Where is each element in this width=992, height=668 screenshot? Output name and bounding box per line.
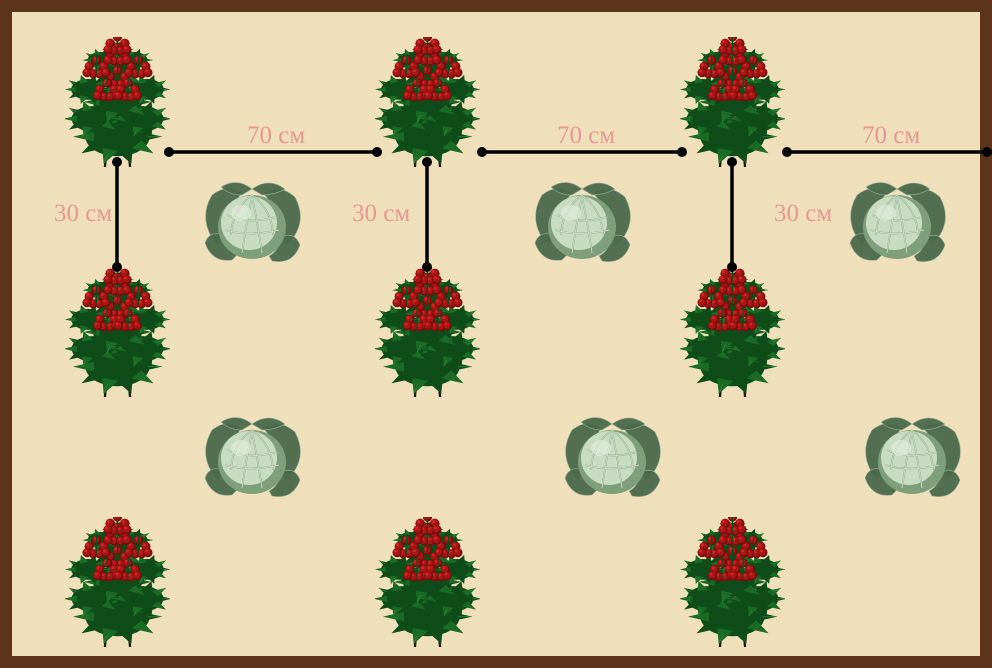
tomato-plant-icon xyxy=(375,517,480,652)
vertical-spacing-label: 30 см xyxy=(54,200,112,228)
tomato-plant-icon xyxy=(680,517,785,652)
horizontal-spacing-label: 70 см xyxy=(862,122,920,150)
horizontal-spacing-label: 70 см xyxy=(557,122,615,150)
cabbage-icon xyxy=(557,410,667,510)
garden-planting-diagram: 70 см 70 см 70 см 30 см 30 см 30 см xyxy=(0,0,992,668)
tomato-plant-icon xyxy=(680,37,785,172)
cabbage-icon xyxy=(842,175,952,275)
dimension-line xyxy=(724,154,740,275)
vertical-spacing-label: 30 см xyxy=(352,200,410,228)
cabbage-icon xyxy=(527,175,637,275)
cabbage-icon xyxy=(857,410,967,510)
cabbage-icon xyxy=(197,175,307,275)
tomato-plant-icon xyxy=(680,267,785,402)
tomato-plant-icon xyxy=(65,517,170,652)
tomato-plant-icon xyxy=(65,37,170,172)
tomato-plant-icon xyxy=(375,267,480,402)
horizontal-spacing-label: 70 см xyxy=(247,122,305,150)
cabbage-icon xyxy=(197,410,307,510)
tomato-plant-icon xyxy=(65,267,170,402)
dimension-line xyxy=(419,154,435,275)
tomato-plant-icon xyxy=(375,37,480,172)
vertical-spacing-label: 30 см xyxy=(774,200,832,228)
